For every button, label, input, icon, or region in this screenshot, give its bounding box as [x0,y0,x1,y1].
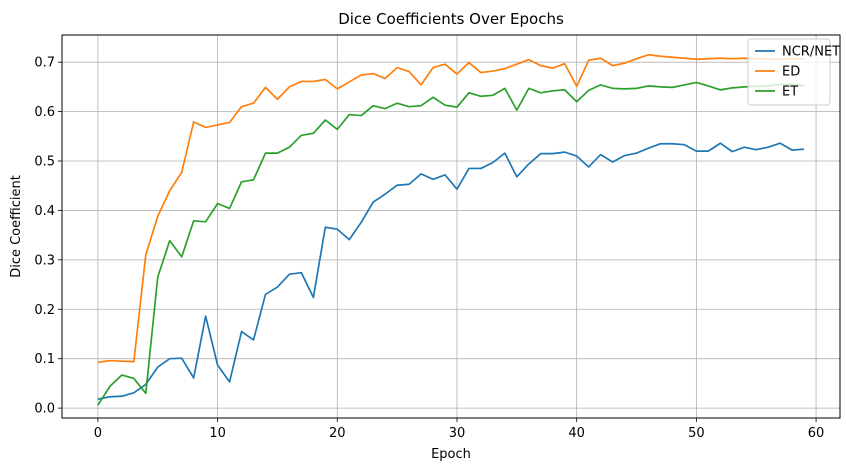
axis-ticks: 0 10 20 30 40 50 60 0.0 0.1 0.2 0.3 0.4 0.5 0.6 0.7 [34,56,824,441]
y-tick-label: 0.1 [34,352,55,367]
series-line-ncr-net [97,142,805,401]
x-tick-label: 20 [329,426,346,441]
y-tick-label: 0.6 [34,105,55,120]
y-tick-label: 0.4 [34,204,55,219]
x-tick-label: 60 [808,426,825,441]
plot-frame [61,34,841,419]
x-tick-label: 0 [94,426,102,441]
x-axis-label: Epoch [431,447,471,462]
legend-label-ed: ED [782,65,800,80]
y-tick-label: 0.7 [34,56,55,71]
chart-title: Dice Coefficients Over Epochs [338,10,564,28]
legend-label-et: ET [782,85,798,100]
series-line-ed [97,53,805,364]
x-tick-label: 40 [568,426,585,441]
legend-box [747,38,831,106]
legend-label-ncr-net: NCR/NET [782,45,840,60]
x-tick-label: 30 [449,426,466,441]
x-tick-label: 10 [209,426,226,441]
grid-lines [62,35,840,418]
y-axis-label: Dice Coefficient [9,175,24,278]
y-tick-label: 0.3 [34,253,55,268]
y-tick-label: 0.0 [34,402,55,417]
series-lines [97,53,805,406]
legend: NCR/NET ED ET [747,38,840,106]
x-tick-label: 50 [688,426,705,441]
y-tick-label: 0.2 [34,303,55,318]
series-line-et [97,81,805,406]
y-tick-label: 0.5 [34,155,55,170]
